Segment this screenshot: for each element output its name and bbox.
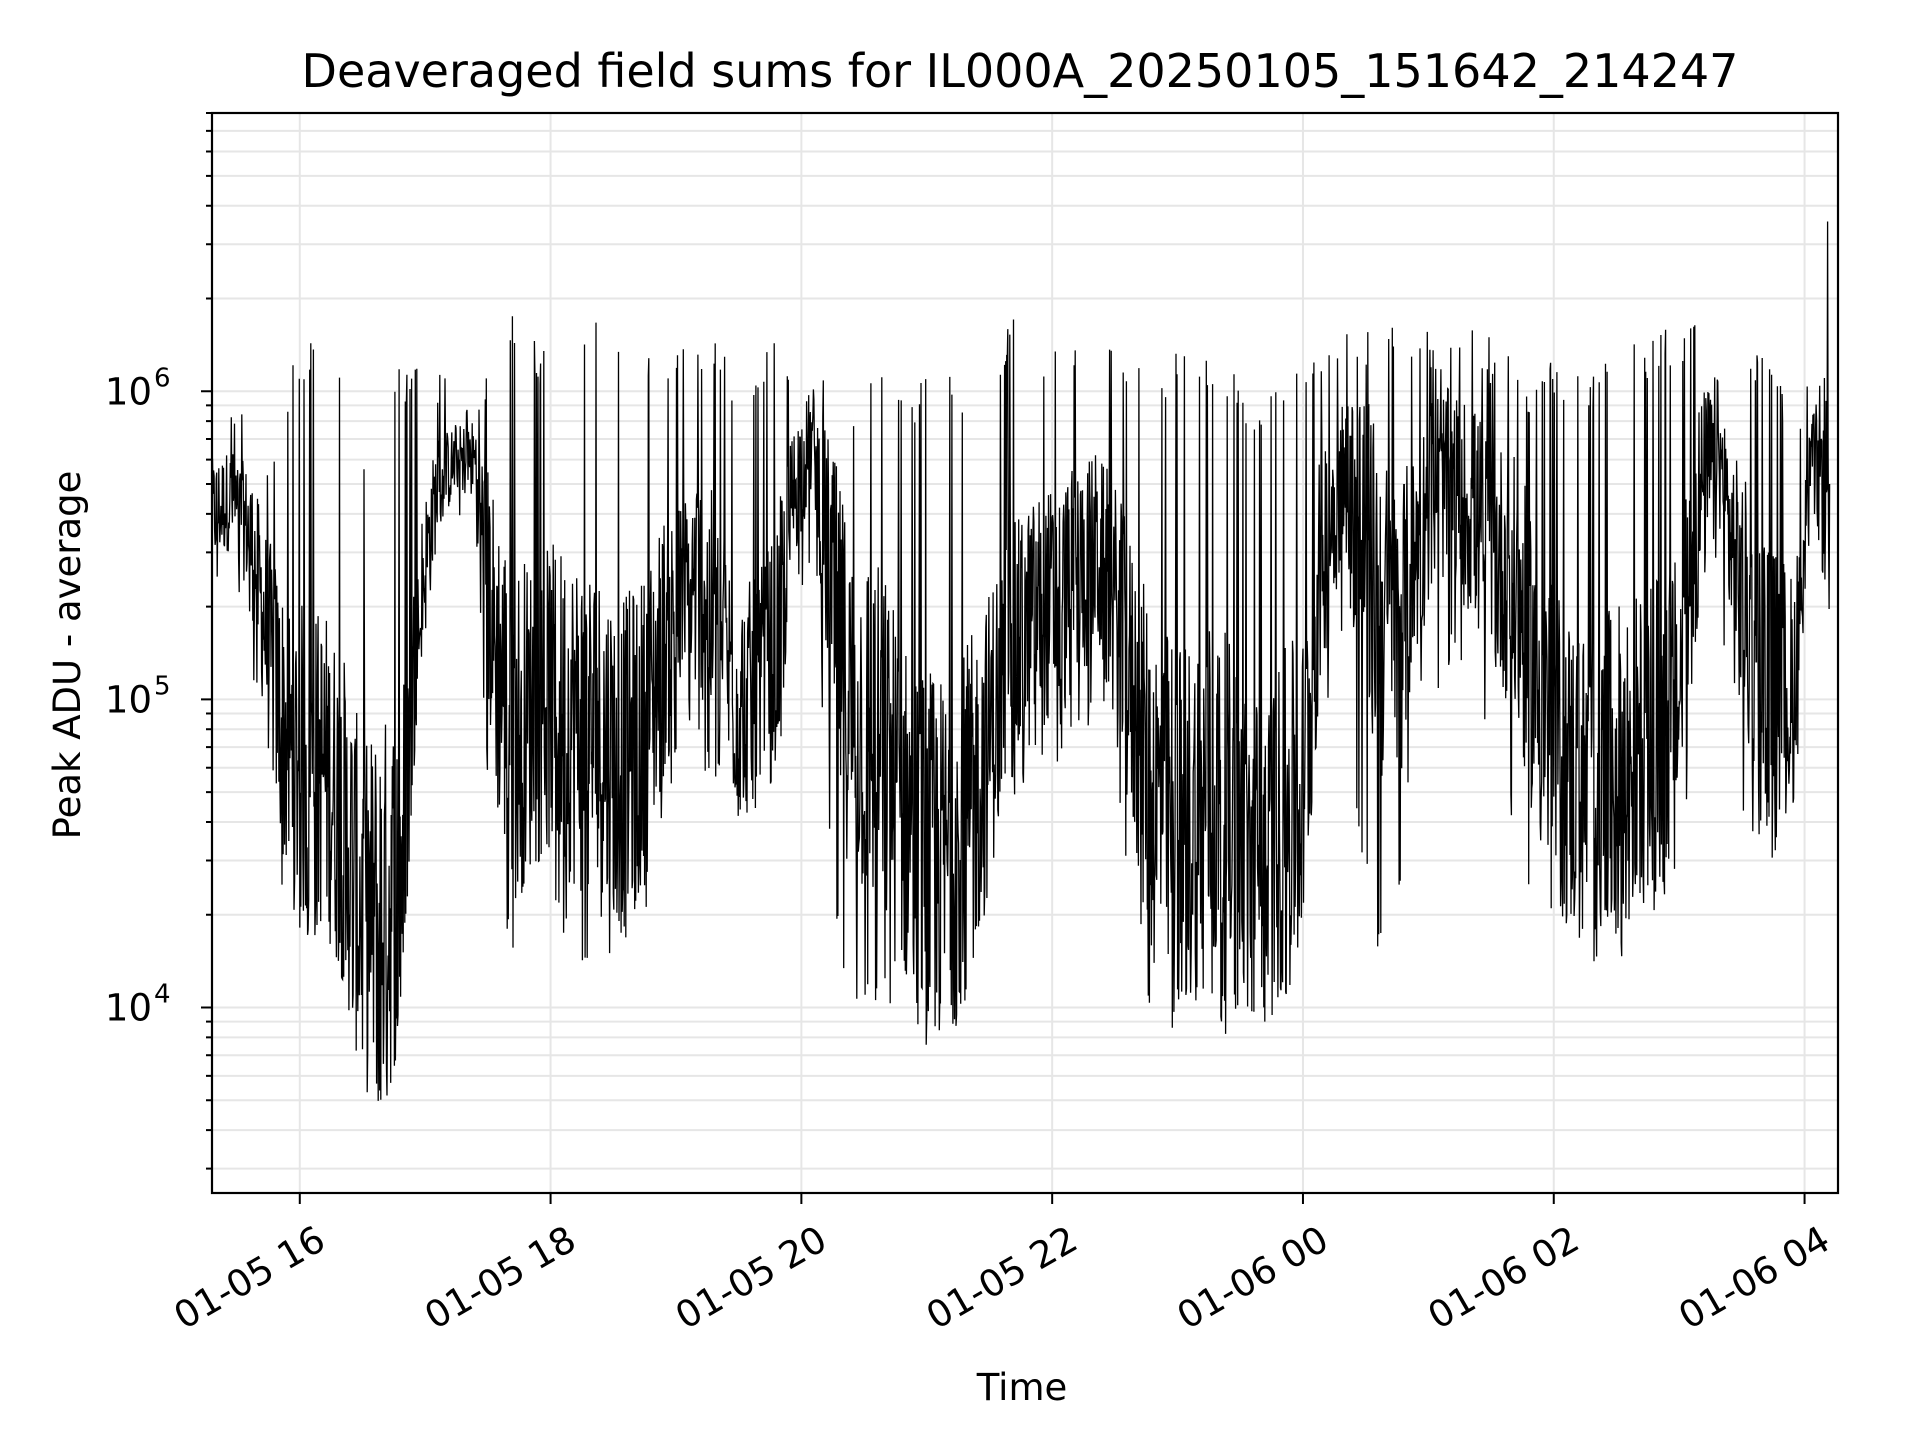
- y-axis-label: Peak ADU - average: [46, 471, 89, 840]
- y-tick-label: 10: [105, 986, 152, 1029]
- x-axis-label: Time: [976, 1366, 1068, 1409]
- y-tick-label: 10: [105, 370, 152, 413]
- chart-title: Deaveraged field sums for IL000A_2025010…: [302, 44, 1739, 98]
- y-tick-exponent: 5: [154, 671, 171, 701]
- y-tick-exponent: 4: [154, 979, 171, 1009]
- axes-frame: [210, 111, 1840, 1195]
- y-tick-label: 10: [105, 678, 152, 721]
- data-series-line: [211, 221, 1831, 1101]
- y-tick-exponent: 6: [154, 363, 171, 393]
